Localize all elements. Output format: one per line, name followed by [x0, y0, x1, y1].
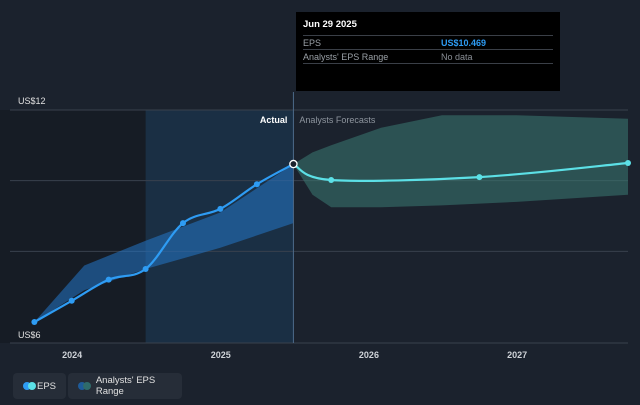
eps-point-1-1 — [328, 176, 335, 183]
eps-line-0 — [33, 163, 294, 323]
y-tick-label-0: US$12 — [18, 96, 46, 106]
legend-eps-toggle[interactable]: EPS — [13, 373, 66, 399]
range-legend-icon — [78, 382, 91, 390]
x-tick-label-0: 2024 — [62, 350, 82, 360]
eps-point-0-5 — [217, 205, 224, 212]
legend-range-label: Analysts' EPS Range — [95, 375, 156, 397]
tooltip-row-eps: EPS US$10.469 — [303, 35, 553, 49]
eps-range-band-0 — [34, 164, 294, 322]
eps-point-0-3 — [142, 266, 149, 272]
eps-point-0-4 — [179, 220, 186, 227]
tooltip-date: Jun 29 2025 — [303, 19, 357, 30]
tooltip-range-label: Analysts' EPS Range — [303, 51, 389, 62]
hover-tooltip: Jun 29 2025 EPS US$10.469 Analysts' EPS … — [296, 12, 560, 91]
x-tick-label-2: 2026 — [359, 350, 379, 360]
legend-range-toggle[interactable]: Analysts' EPS Range — [68, 373, 182, 399]
section-label-actual: Actual — [260, 115, 288, 125]
x-tick-label-1: 2025 — [211, 350, 231, 360]
eps-range-band-1 — [293, 115, 628, 208]
eps-point-0-7 — [289, 159, 298, 169]
tooltip-range-value: No data — [441, 51, 473, 62]
tooltip-eps-label: EPS — [303, 37, 322, 48]
eps-point-0-6 — [253, 181, 260, 188]
past-background — [0, 110, 146, 343]
tooltip-eps-value: US$10.469 — [441, 37, 487, 48]
eps-point-1-3 — [625, 160, 631, 166]
eps-point-0-1 — [68, 297, 75, 304]
eps-line-1 — [292, 161, 629, 182]
eps-legend-icon — [23, 382, 36, 390]
y-tick-label-1: US$6 — [18, 330, 41, 340]
x-tick-label-3: 2027 — [507, 350, 527, 360]
eps-point-0-2 — [105, 276, 112, 283]
eps-point-0-0 — [31, 319, 38, 325]
tooltip-row-range: Analysts' EPS Range No data — [303, 49, 553, 64]
section-label-forecast: Analysts Forecasts — [299, 115, 376, 125]
legend-eps-label: EPS — [36, 380, 56, 392]
eps-point-1-2 — [476, 174, 483, 181]
